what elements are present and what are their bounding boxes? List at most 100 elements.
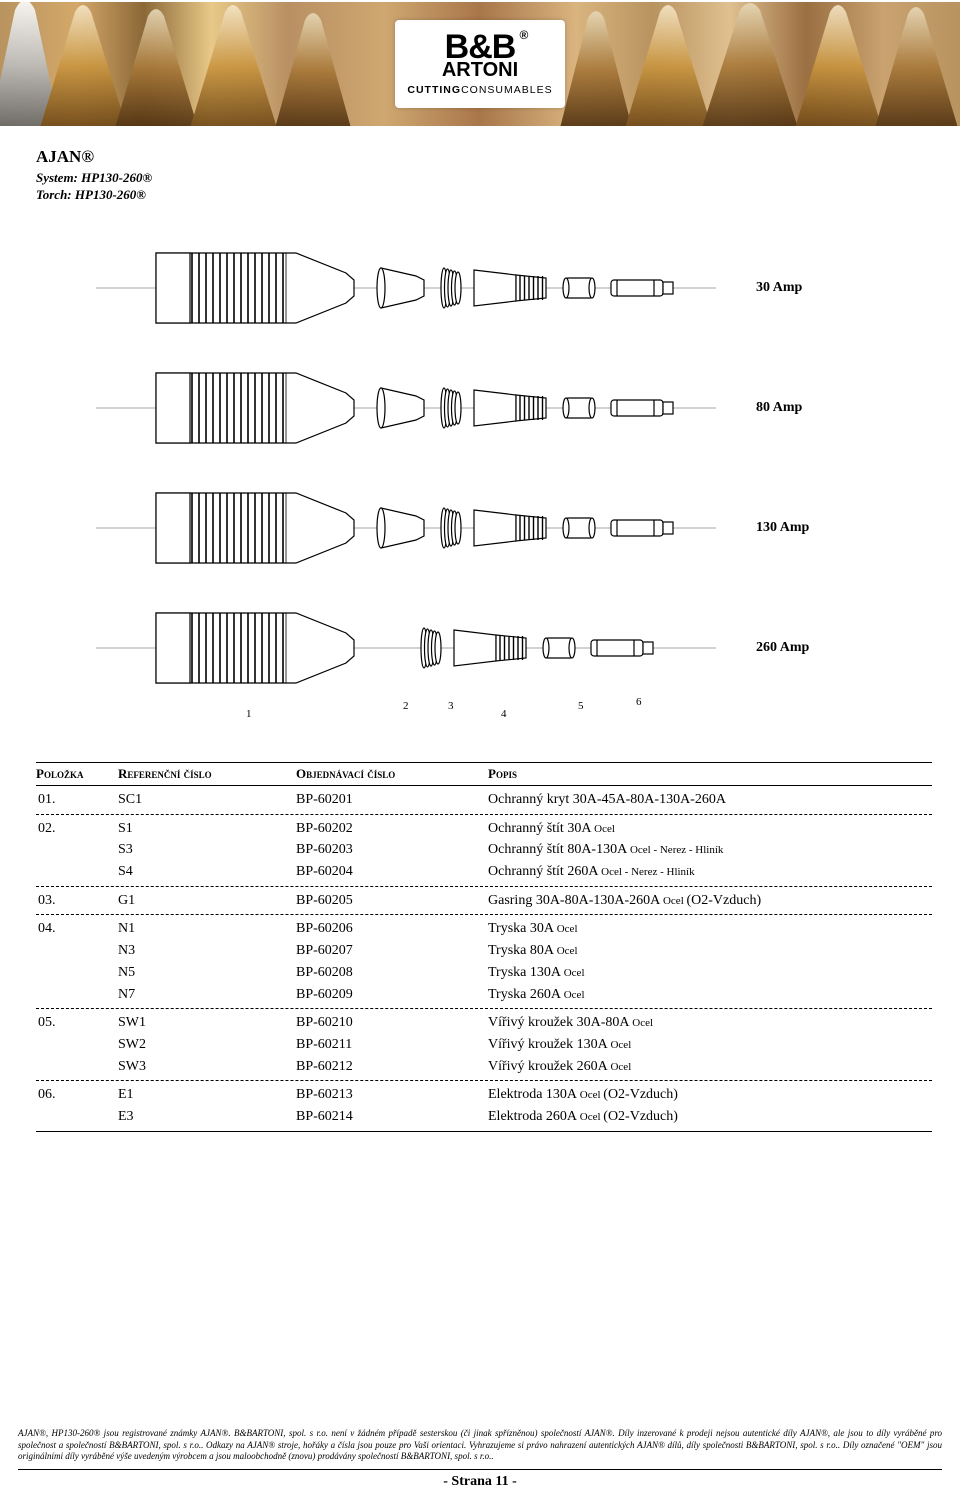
cell-order: BP-60209 xyxy=(296,984,488,1006)
cell-desc: Ochranný štít 30A Ocel xyxy=(488,818,932,840)
table-row: S3BP-60203Ochranný štít 80A-130A Ocel - … xyxy=(36,839,932,861)
diagram-row: 30 Amp xyxy=(96,228,916,348)
cell-ref: E3 xyxy=(118,1106,296,1128)
cell-desc: Gasring 30A-80A-130A-260A Ocel (O2-Vzduc… xyxy=(488,890,932,912)
cell-item xyxy=(36,940,118,962)
logo-top: B&B® xyxy=(445,32,516,63)
cell-desc: Vířivý kroužek 260A Ocel xyxy=(488,1056,932,1078)
table-row: 02.S1BP-60202Ochranný štít 30A Ocel xyxy=(36,818,932,840)
parts-table: Položka Referenční číslo Objednávací čís… xyxy=(36,762,932,1132)
cell-item xyxy=(36,1056,118,1078)
table-row: SW2BP-60211Vířivý kroužek 130A Ocel xyxy=(36,1034,932,1056)
cell-order: BP-60201 xyxy=(296,789,488,811)
cell-ref: S1 xyxy=(118,818,296,840)
th-item: Položka xyxy=(36,766,118,782)
cell-desc: Tryska 30A Ocel xyxy=(488,918,932,940)
cell-order: BP-60210 xyxy=(296,1012,488,1034)
cell-item xyxy=(36,984,118,1006)
table-header: Položka Referenční číslo Objednávací čís… xyxy=(36,762,932,786)
table-row: 06.E1BP-60213Elektroda 130A Ocel (O2-Vzd… xyxy=(36,1084,932,1106)
cell-ref: N5 xyxy=(118,962,296,984)
heading-system: System: HP130-260® xyxy=(36,169,932,187)
exploded-row-svg xyxy=(96,228,716,348)
cell-ref: SW2 xyxy=(118,1034,296,1056)
cell-order: BP-60207 xyxy=(296,940,488,962)
table-row: S4BP-60204Ochranný štít 260A Ocel - Nere… xyxy=(36,861,932,883)
table-group: 06.E1BP-60213Elektroda 130A Ocel (O2-Vzd… xyxy=(36,1081,932,1131)
table-row: N3BP-60207Tryska 80A Ocel xyxy=(36,940,932,962)
cell-item xyxy=(36,1106,118,1128)
table-group: 03.G1BP-60205Gasring 30A-80A-130A-260A O… xyxy=(36,887,932,916)
table-row: N7BP-60209Tryska 260A Ocel xyxy=(36,984,932,1006)
amp-label: 80 Amp xyxy=(756,400,802,416)
cell-desc: Ochranný kryt 30A-45A-80A-130A-260A xyxy=(488,789,932,811)
cell-ref: SW1 xyxy=(118,1012,296,1034)
cell-desc: Elektroda 260A Ocel (O2-Vzduch) xyxy=(488,1106,932,1128)
header-banner: B&B® ARTONI CUTTINGCONSUMABLES xyxy=(0,0,960,128)
table-row: 04.N1BP-60206Tryska 30A Ocel xyxy=(36,918,932,940)
table-group: 02.S1BP-60202Ochranný štít 30A OcelS3BP-… xyxy=(36,815,932,887)
diagram-row: 130 Amp xyxy=(96,468,916,588)
cell-ref: SC1 xyxy=(118,789,296,811)
cell-desc: Ochranný štít 260A Ocel - Nerez - Hliník xyxy=(488,861,932,883)
cell-ref: S3 xyxy=(118,839,296,861)
cell-item xyxy=(36,839,118,861)
cell-ref: E1 xyxy=(118,1084,296,1106)
product-heading: AJAN® System: HP130-260® Torch: HP130-26… xyxy=(36,146,932,204)
cell-desc: Tryska 80A Ocel xyxy=(488,940,932,962)
amp-label: 260 Amp xyxy=(756,640,809,656)
cell-desc: Tryska 130A Ocel xyxy=(488,962,932,984)
table-row: E3BP-60214Elektroda 260A Ocel (O2-Vzduch… xyxy=(36,1106,932,1128)
exploded-row-svg xyxy=(96,468,716,588)
table-row: 05.SW1BP-60210Vířivý kroužek 30A-80A Oce… xyxy=(36,1012,932,1034)
cell-order: BP-60211 xyxy=(296,1034,488,1056)
table-group: 04.N1BP-60206Tryska 30A OcelN3BP-60207Tr… xyxy=(36,915,932,1009)
cell-ref: N3 xyxy=(118,940,296,962)
cell-order: BP-60213 xyxy=(296,1084,488,1106)
cell-desc: Vířivý kroužek 130A Ocel xyxy=(488,1034,932,1056)
cell-ref: N1 xyxy=(118,918,296,940)
cell-order: BP-60214 xyxy=(296,1106,488,1128)
logo-tagline: CUTTINGCONSUMABLES xyxy=(407,84,552,96)
cell-desc: Ochranný štít 80A-130A Ocel - Nerez - Hl… xyxy=(488,839,932,861)
cell-order: BP-60205 xyxy=(296,890,488,912)
cell-ref: SW3 xyxy=(118,1056,296,1078)
cell-item xyxy=(36,1034,118,1056)
page-number: - Strana 11 - xyxy=(18,1469,942,1490)
cell-order: BP-60208 xyxy=(296,962,488,984)
table-row: 01.SC1BP-60201Ochranný kryt 30A-45A-80A-… xyxy=(36,789,932,811)
amp-label: 30 Amp xyxy=(756,280,802,296)
cell-order: BP-60206 xyxy=(296,918,488,940)
th-desc: Popis xyxy=(488,766,932,782)
cell-order: BP-60202 xyxy=(296,818,488,840)
cell-order: BP-60212 xyxy=(296,1056,488,1078)
cell-item: 05. xyxy=(36,1012,118,1034)
logo-plate: B&B® ARTONI CUTTINGCONSUMABLES xyxy=(395,20,565,108)
cell-item: 04. xyxy=(36,918,118,940)
heading-brand: AJAN® xyxy=(36,146,932,169)
amp-label: 130 Amp xyxy=(756,520,809,536)
cell-item: 02. xyxy=(36,818,118,840)
th-ref: Referenční číslo xyxy=(118,766,296,782)
table-row: SW3BP-60212Vířivý kroužek 260A Ocel xyxy=(36,1056,932,1078)
diagram-row: 80 Amp xyxy=(96,348,916,468)
heading-torch: Torch: HP130-260® xyxy=(36,186,932,204)
table-group: 05.SW1BP-60210Vířivý kroužek 30A-80A Oce… xyxy=(36,1009,932,1081)
cell-order: BP-60204 xyxy=(296,861,488,883)
cell-item xyxy=(36,861,118,883)
exploded-row-svg xyxy=(96,348,716,468)
diagram-part-numbers: 1 2 3 4 5 6 xyxy=(96,708,716,732)
cell-ref: N7 xyxy=(118,984,296,1006)
diagram-row: 260 Amp 1 2 3 4 5 6 xyxy=(96,588,916,708)
legal-footnote: AJAN®, HP130-260® jsou registrované znám… xyxy=(18,1428,942,1462)
cell-item xyxy=(36,962,118,984)
cell-ref: S4 xyxy=(118,861,296,883)
cell-ref: G1 xyxy=(118,890,296,912)
cell-item: 01. xyxy=(36,789,118,811)
cell-desc: Elektroda 130A Ocel (O2-Vzduch) xyxy=(488,1084,932,1106)
th-order: Objednávací číslo xyxy=(296,766,488,782)
exploded-diagrams: 30 Amp xyxy=(96,228,916,708)
table-group: 01.SC1BP-60201Ochranný kryt 30A-45A-80A-… xyxy=(36,786,932,815)
cell-order: BP-60203 xyxy=(296,839,488,861)
cell-item: 06. xyxy=(36,1084,118,1106)
